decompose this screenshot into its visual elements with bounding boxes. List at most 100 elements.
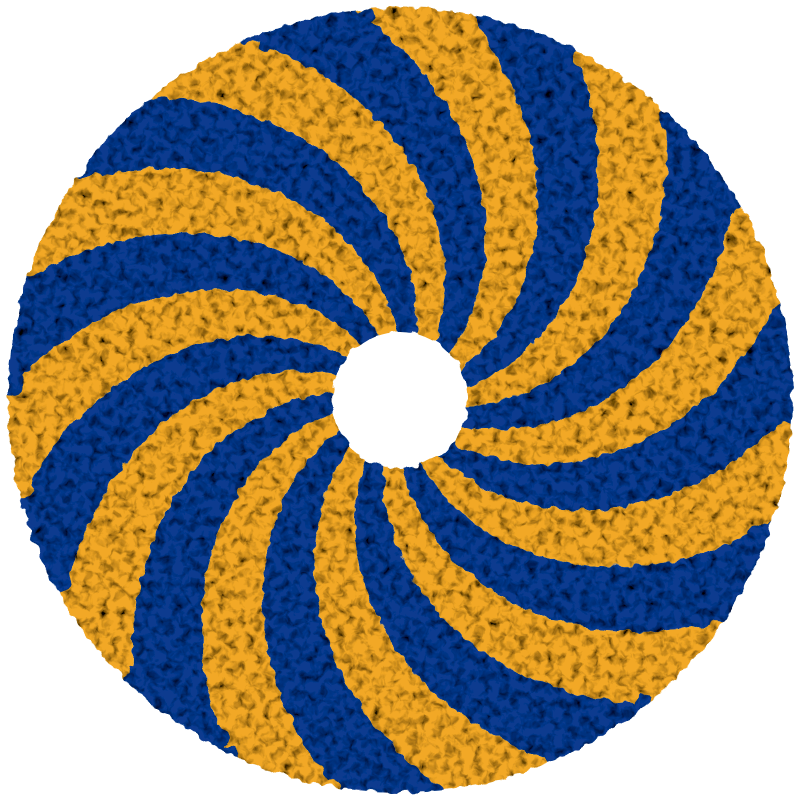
surface-bump — [145, 83, 162, 100]
surface-bump — [440, 11, 463, 34]
subunit-blue — [262, 422, 481, 792]
surface-bump — [780, 374, 792, 391]
surface-bump — [404, 8, 431, 22]
subunit-blue — [354, 446, 691, 773]
surface-bump — [735, 202, 758, 225]
surface-bump — [15, 322, 36, 342]
surface-bump — [73, 625, 88, 640]
surface-bump — [273, 761, 288, 776]
surface-bump — [477, 13, 496, 32]
surface-bump — [21, 531, 38, 548]
subunit-orange — [454, 9, 668, 408]
surface-bump — [458, 770, 481, 792]
surface-bump — [774, 441, 792, 464]
surface-bump — [204, 45, 227, 68]
surface-bump — [16, 305, 35, 324]
subunit-orange — [58, 370, 350, 731]
subunit-orange — [109, 27, 446, 354]
subunit-blue — [132, 392, 346, 791]
surface-bump — [688, 131, 707, 150]
surface-bump — [442, 777, 463, 792]
surface-bump — [7, 458, 27, 481]
surface-bump — [645, 681, 663, 700]
surface-bump — [12, 425, 31, 444]
subunit-blue — [35, 95, 417, 348]
surface-bump — [746, 218, 767, 239]
subunit-orange — [415, 378, 792, 567]
surface-bump — [689, 154, 706, 171]
surface-bump — [65, 176, 82, 193]
surface-bump — [713, 604, 730, 621]
surface-bump — [742, 240, 761, 259]
surface-bump — [9, 409, 26, 426]
surface-bump — [722, 188, 747, 212]
surface-bump — [306, 762, 325, 781]
surface-bump — [18, 289, 35, 305]
surface-bump — [409, 771, 425, 788]
subunit-blue — [206, 8, 486, 364]
surface-bump — [98, 646, 117, 665]
surface-bump — [752, 256, 769, 273]
subunit-blue — [438, 8, 599, 393]
surface-bump — [193, 721, 212, 740]
surface-bump — [51, 207, 71, 228]
subunit-blue — [429, 261, 792, 511]
subunit-orange — [7, 289, 371, 539]
surface-bump — [718, 586, 737, 605]
surface-bump — [515, 769, 530, 784]
surface-bump — [235, 26, 254, 45]
subunit-orange — [314, 436, 594, 792]
surface-bump — [458, 12, 479, 33]
surface-bump — [775, 460, 792, 480]
subunit-orange — [383, 452, 765, 705]
surface-bump — [141, 695, 168, 721]
surface-bump — [133, 95, 152, 114]
surface-bump — [7, 393, 21, 407]
subunit-orange — [441, 155, 792, 464]
surface-bump — [738, 577, 759, 598]
subunit-blue — [7, 336, 359, 645]
surface-bump — [426, 783, 445, 792]
surface-bump — [219, 35, 240, 56]
surface-bump — [544, 749, 563, 768]
surface-bump — [318, 8, 341, 24]
subunit-orange — [201, 407, 362, 792]
surface-bump — [423, 8, 448, 19]
surface-bump — [289, 762, 306, 779]
surface-bump — [369, 772, 396, 792]
surface-bump — [654, 666, 675, 687]
surface-bump — [57, 192, 76, 210]
central-pore — [334, 332, 466, 464]
subunit-blue — [450, 69, 742, 430]
surface-bump — [776, 478, 792, 497]
surface-bump — [7, 442, 20, 463]
surface-bump — [762, 321, 785, 344]
surface-bump — [573, 48, 594, 69]
surface-bump — [684, 647, 709, 672]
surface-bump — [374, 8, 391, 23]
surface-bump — [530, 759, 547, 776]
surface-bump — [7, 352, 22, 377]
surface-bump — [339, 13, 359, 34]
subunit-blue — [400, 452, 792, 632]
surface-bump — [769, 338, 790, 359]
surface-bump — [257, 34, 274, 51]
surface-bump — [495, 16, 512, 33]
surface-bump — [772, 300, 792, 325]
surface-bump — [178, 715, 195, 732]
surface-bump — [274, 26, 288, 41]
surface-bump — [673, 119, 694, 140]
surface-bump — [217, 745, 240, 768]
surface-bump — [393, 776, 407, 790]
surface-bump — [74, 161, 89, 176]
surface-bump — [609, 63, 626, 80]
surface-bump — [634, 696, 651, 713]
surface-bump — [353, 775, 378, 792]
surface-bump — [23, 232, 48, 257]
surface-bump — [336, 777, 359, 792]
surface-bump — [319, 778, 340, 792]
surface-bump — [356, 9, 375, 28]
surface-bump — [773, 393, 787, 407]
